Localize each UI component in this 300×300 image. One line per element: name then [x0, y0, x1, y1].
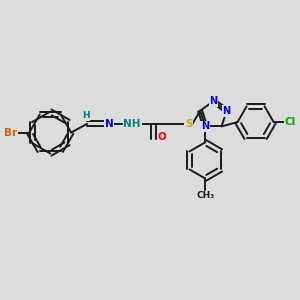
Text: N: N	[105, 119, 113, 129]
Text: N: N	[209, 96, 217, 106]
Text: N: N	[223, 106, 231, 116]
Text: NH: NH	[124, 119, 141, 129]
Text: O: O	[158, 133, 166, 142]
Text: Br: Br	[4, 128, 17, 138]
Text: H: H	[82, 111, 89, 120]
Text: CH₃: CH₃	[196, 191, 214, 200]
Text: Cl: Cl	[285, 117, 296, 127]
Text: N: N	[201, 122, 209, 131]
Text: S: S	[185, 119, 192, 129]
